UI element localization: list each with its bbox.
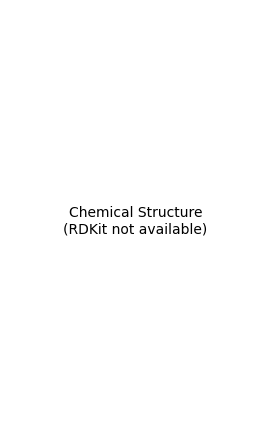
Text: Chemical Structure
(RDKit not available): Chemical Structure (RDKit not available) — [63, 206, 208, 236]
